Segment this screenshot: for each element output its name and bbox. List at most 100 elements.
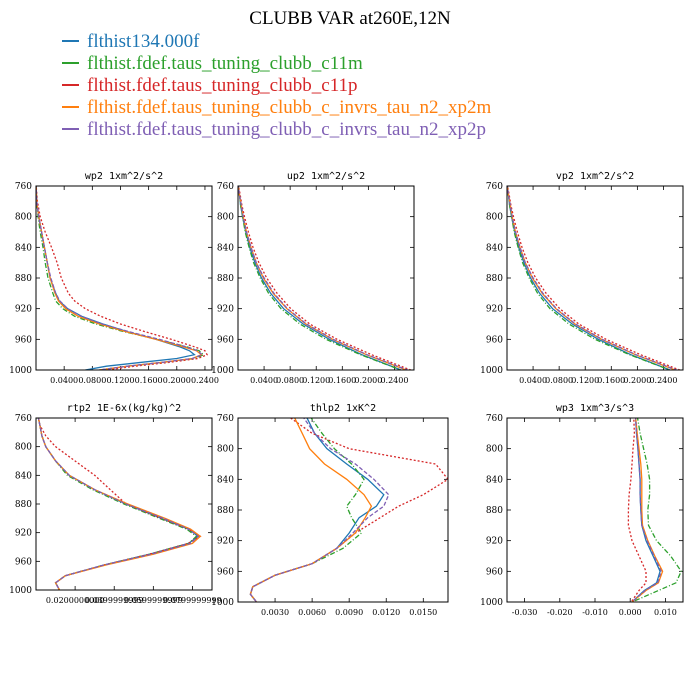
panel-title: thlp2 1xK^2	[310, 403, 376, 414]
x-tick-label: 0.1600	[328, 376, 356, 385]
series-line	[238, 186, 402, 370]
legend-label: flthist134.000f	[87, 31, 200, 52]
x-tick-label: 0.010	[654, 608, 677, 617]
figure-title: CLUBB VAR at260E,12N	[249, 8, 451, 29]
y-tick-label: 1000	[480, 366, 503, 376]
x-tick-label: 0.0800	[276, 376, 304, 385]
y-tick-label: 800	[15, 213, 32, 223]
x-tick-label: 0.0800	[545, 376, 573, 385]
y-tick-label: 880	[486, 506, 503, 516]
series-line	[37, 418, 200, 590]
x-tick-label: 0.0799999999	[163, 596, 222, 605]
y-tick-label: 840	[217, 475, 234, 485]
y-tick-label: 800	[486, 213, 503, 223]
y-tick-label: 960	[15, 557, 32, 567]
x-tick-label: 0.2400	[191, 376, 219, 385]
x-tick-label: 0.0599999999	[124, 596, 183, 605]
panel: rtp2 1E-6x(kg/kg)^2 760 800 840 880 920 960 100…	[9, 403, 222, 605]
x-tick-label: 0.1200	[571, 376, 599, 385]
y-tick-label: 960	[15, 335, 32, 345]
y-tick-label: 760	[15, 182, 32, 192]
series-line	[631, 418, 664, 602]
legend-swatch	[62, 127, 79, 130]
y-tick-label: 760	[217, 414, 234, 424]
legend-label: flthist.fdef.taus_tuning_clubb_c_invrs_t…	[87, 119, 486, 140]
legend-swatch	[62, 39, 79, 42]
x-tick-label: 0.1600	[135, 376, 163, 385]
panel: up2 1xm^2/s^2 760 800 840 880 920 960 1000 0.040…	[211, 171, 415, 385]
plot-frame	[237, 417, 449, 603]
x-tick-label: 0.0400	[50, 376, 78, 385]
panel-title: rtp2 1E-6x(kg/kg)^2	[67, 403, 181, 414]
legend-entry: flthist.fdef.taus_tuning_clubb_c11m	[62, 53, 491, 75]
x-tick-label: 0.2400	[380, 376, 408, 385]
series-line	[507, 186, 680, 370]
series-line	[37, 418, 202, 590]
panel: wp3 1xm^3/s^3 760 800 840 880 920 960 1000 -0.03…	[480, 403, 684, 617]
y-tick-label: 840	[15, 471, 32, 481]
x-tick-label: 0.2400	[649, 376, 677, 385]
x-tick-label: 0.0090	[335, 608, 363, 617]
series-line	[249, 418, 373, 602]
x-tick-label: 0.0060	[298, 608, 326, 617]
y-tick-label: 760	[217, 182, 234, 192]
y-tick-label: 920	[217, 305, 234, 315]
legend-label: flthist.fdef.taus_tuning_clubb_c11m	[87, 53, 363, 74]
legend-entry: flthist.fdef.taus_tuning_clubb_c_invrs_t…	[62, 119, 491, 141]
x-tick-label: 0.2000	[623, 376, 651, 385]
x-tick-label: 0.2000	[354, 376, 382, 385]
plot-frame	[35, 185, 213, 371]
y-tick-label: 1000	[211, 366, 234, 376]
legend: flthist134.000f flthist.fdef.taus_tuning…	[62, 31, 491, 141]
y-tick-label: 1000	[9, 366, 32, 376]
x-tick-label: 0.0400	[250, 376, 278, 385]
y-tick-label: 840	[217, 243, 234, 253]
x-tick-label: 0.2000	[163, 376, 191, 385]
y-tick-label: 880	[15, 274, 32, 284]
y-tick-label: 800	[217, 213, 234, 223]
y-tick-label: 760	[15, 414, 32, 424]
x-tick-label: 0.1200	[106, 376, 134, 385]
series-line	[249, 418, 385, 602]
plot-frame	[237, 185, 415, 371]
y-tick-label: 920	[15, 305, 32, 315]
series-line	[36, 186, 204, 370]
y-tick-label: 880	[15, 500, 32, 510]
y-tick-label: 880	[217, 274, 234, 284]
series-line	[631, 418, 682, 602]
y-tick-label: 1000	[9, 586, 32, 596]
y-tick-label: 840	[15, 243, 32, 253]
x-tick-label: 0.0800	[78, 376, 106, 385]
y-tick-label: 760	[486, 414, 503, 424]
panel: vp2 1xm^2/s^2 760 800 840 880 920 960 1000 0.040…	[480, 171, 684, 385]
y-tick-label: 880	[217, 506, 234, 516]
plot-frame	[35, 417, 213, 591]
panel-title: vp2 1xm^2/s^2	[556, 171, 634, 182]
y-tick-label: 920	[486, 537, 503, 547]
series-line	[238, 186, 408, 370]
y-tick-label: 920	[15, 529, 32, 539]
series-line	[36, 186, 209, 370]
x-tick-label: -0.020	[547, 608, 573, 617]
legend-label: flthist.fdef.taus_tuning_clubb_c_invrs_t…	[87, 97, 492, 118]
y-tick-label: 920	[217, 537, 234, 547]
y-tick-label: 920	[486, 305, 503, 315]
series-line	[627, 418, 647, 602]
series-line	[37, 418, 202, 590]
series-line	[631, 418, 661, 602]
x-tick-label: 0.0399999999	[85, 596, 144, 605]
x-tick-label: 0.0150	[409, 608, 437, 617]
legend-entry: flthist134.000f	[62, 31, 491, 53]
series-line	[238, 186, 411, 370]
legend-entry: flthist.fdef.taus_tuning_clubb_c11p	[62, 75, 491, 97]
x-tick-label: -0.030	[512, 608, 538, 617]
legend-swatch	[62, 83, 79, 86]
y-tick-label: 960	[486, 567, 503, 577]
series-line	[37, 418, 198, 590]
y-tick-label: 1000	[480, 598, 503, 608]
panel-title: up2 1xm^2/s^2	[287, 171, 365, 182]
series-line	[631, 418, 662, 602]
series-line	[36, 186, 203, 370]
plot-frame	[506, 417, 684, 603]
